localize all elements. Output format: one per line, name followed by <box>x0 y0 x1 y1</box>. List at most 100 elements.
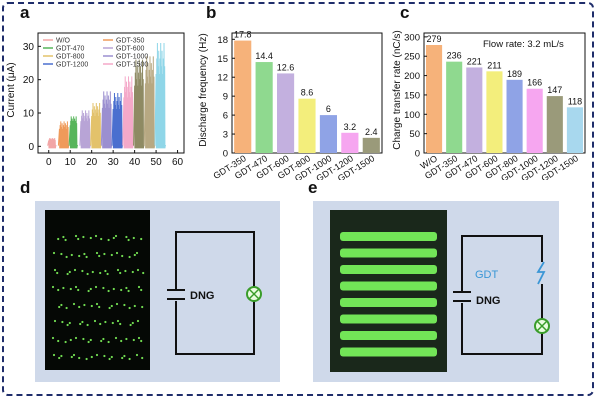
bar-value-label-c: 211 <box>487 60 501 70</box>
panel-label-c: c <box>400 3 410 22</box>
glow-spot <box>129 323 132 327</box>
glow-spot <box>111 321 114 325</box>
photo-d-image <box>45 210 150 370</box>
glow-spot <box>64 238 67 242</box>
glow-spot <box>116 319 120 323</box>
y-tick-label-b: 18 <box>217 35 228 46</box>
glow-spot <box>100 339 103 343</box>
glow-spot <box>77 288 80 292</box>
bar-value-label-c: 221 <box>467 56 482 66</box>
glow-spot <box>95 353 99 357</box>
circuit-d-wire <box>175 231 255 355</box>
glow-spot <box>53 319 57 323</box>
legend-label-a: GDT-350 <box>116 38 145 45</box>
trace-series <box>133 59 145 149</box>
gdt-label: GDT <box>475 269 499 281</box>
bar-value-label-b: 2.4 <box>365 127 378 137</box>
lamp-e-cross-2 <box>536 320 548 332</box>
glow-spot <box>128 306 131 310</box>
legend-label-a: GDT-1200 <box>56 62 88 69</box>
glow-spot <box>124 269 127 273</box>
legend-label-a: GDT-1000 <box>116 54 148 61</box>
glow-spot <box>114 336 118 340</box>
glow-spot <box>56 271 59 275</box>
bar-value-label-b: 6 <box>326 104 331 114</box>
x-tick-label-a: 60 <box>172 157 184 168</box>
trace-series <box>143 56 156 149</box>
glow-spot <box>62 235 65 239</box>
trace-series <box>68 116 78 149</box>
glow-spot <box>107 340 110 344</box>
photo-d-glow <box>51 234 145 361</box>
panel-label-d: d <box>20 178 31 197</box>
y-tick-label-a: 20 <box>23 75 35 86</box>
bar-c <box>486 71 503 153</box>
legend-label-a: GDT-800 <box>56 54 85 61</box>
glow-spot <box>115 251 119 255</box>
glow-spot <box>110 253 113 257</box>
bar-b <box>255 62 273 154</box>
glow-strip <box>340 281 437 291</box>
glow-spot <box>135 353 139 357</box>
glow-spot <box>65 255 68 259</box>
glow-spot <box>140 288 143 292</box>
glow-spot <box>95 302 99 306</box>
y-tick-label-b: 0 <box>223 149 228 160</box>
glow-spot <box>79 322 82 326</box>
glow-spot <box>136 319 140 323</box>
glow-spot <box>100 237 103 241</box>
bar-value-label-c: 147 <box>547 85 562 95</box>
glow-spot <box>110 304 113 308</box>
legend-label-a: GDT-1500 <box>116 62 148 69</box>
glow-spot <box>77 237 80 241</box>
y-tick-label-a: 0 <box>28 142 34 153</box>
x-tick-label-a: 40 <box>129 157 141 168</box>
glow-spot <box>137 336 141 340</box>
bar-c <box>566 107 583 153</box>
glow-spot <box>140 237 143 241</box>
glow-spot <box>90 355 93 359</box>
glow-spot <box>131 321 134 325</box>
glow-spot <box>102 286 105 290</box>
panel-label-a: a <box>20 3 30 22</box>
bar-b <box>277 73 295 153</box>
glow-spot <box>66 323 69 327</box>
bar-value-label-b: 12.6 <box>277 62 295 72</box>
bar-c <box>506 79 523 153</box>
glow-spot <box>120 339 123 343</box>
glow-spot <box>123 354 126 358</box>
y-tick-label-a: 10 <box>23 109 35 120</box>
glow-spot <box>121 356 124 360</box>
glow-spot <box>57 288 60 292</box>
bar-value-label-c: 189 <box>507 69 522 79</box>
glow-spot <box>57 237 60 241</box>
y-tick-label-b: 12 <box>217 73 228 84</box>
bar-value-label-c: 279 <box>427 34 442 44</box>
y-axis-label-a: Current (μA) <box>6 62 17 117</box>
glow-spot <box>110 355 113 359</box>
trace-series <box>90 102 102 149</box>
y-tick-label-c: 100 <box>404 110 420 121</box>
glow-spot <box>83 252 86 256</box>
chart-c: Charge transfer rate (nC/s) Flow rate: 3… <box>392 30 586 180</box>
bar-c <box>426 45 443 153</box>
circuit-d-label: DNG <box>190 290 214 302</box>
glow-spot <box>136 268 140 272</box>
glow-spot <box>69 338 72 342</box>
y-tick-label-b: 9 <box>223 92 228 103</box>
glow-spot <box>108 306 111 310</box>
glow-spot <box>135 251 139 255</box>
bar-c <box>466 67 483 153</box>
glow-strip <box>340 248 437 258</box>
glow-spot <box>120 288 123 292</box>
trace-series <box>47 137 57 149</box>
glow-spot <box>87 289 90 293</box>
glow-spot <box>89 338 92 342</box>
y-tick-label-a: 30 <box>23 42 35 53</box>
glow-spot <box>81 269 84 273</box>
trace-series <box>57 121 70 149</box>
glow-strip <box>340 314 437 324</box>
glow-spot <box>114 234 118 238</box>
y-tick-label-c: 150 <box>404 90 420 101</box>
bar-value-label-b: 3.2 <box>344 122 357 132</box>
